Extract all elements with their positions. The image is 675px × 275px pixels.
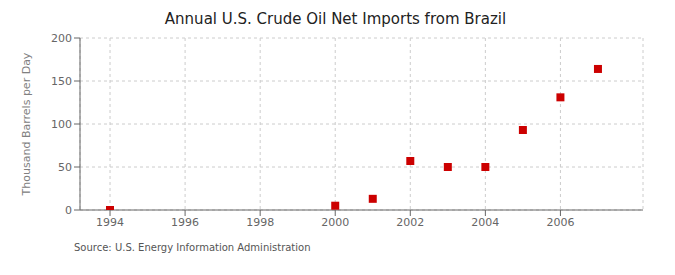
svg-text:1994: 1994 bbox=[96, 216, 124, 229]
svg-text:2004: 2004 bbox=[471, 216, 499, 229]
svg-text:0: 0 bbox=[65, 204, 72, 217]
svg-text:100: 100 bbox=[51, 118, 72, 131]
svg-text:50: 50 bbox=[58, 161, 72, 174]
svg-text:150: 150 bbox=[51, 75, 72, 88]
svg-text:2006: 2006 bbox=[546, 216, 574, 229]
svg-text:2002: 2002 bbox=[396, 216, 424, 229]
html-text:Source: U.S. Energy Informatio: Source: U.S. Energy Information Administ… bbox=[74, 242, 311, 253]
html-text:Annual U.S. Crude Oil Net Impo: Annual U.S. Crude Oil Net Imports from B… bbox=[164, 10, 507, 28]
svg-text:1998: 1998 bbox=[246, 216, 274, 229]
svg-text:200: 200 bbox=[51, 32, 72, 45]
svg-text:1996: 1996 bbox=[171, 216, 199, 229]
svg-text:Thousand Barrels per Day: Thousand Barrels per Day bbox=[20, 52, 33, 196]
svg-text:2000: 2000 bbox=[321, 216, 349, 229]
